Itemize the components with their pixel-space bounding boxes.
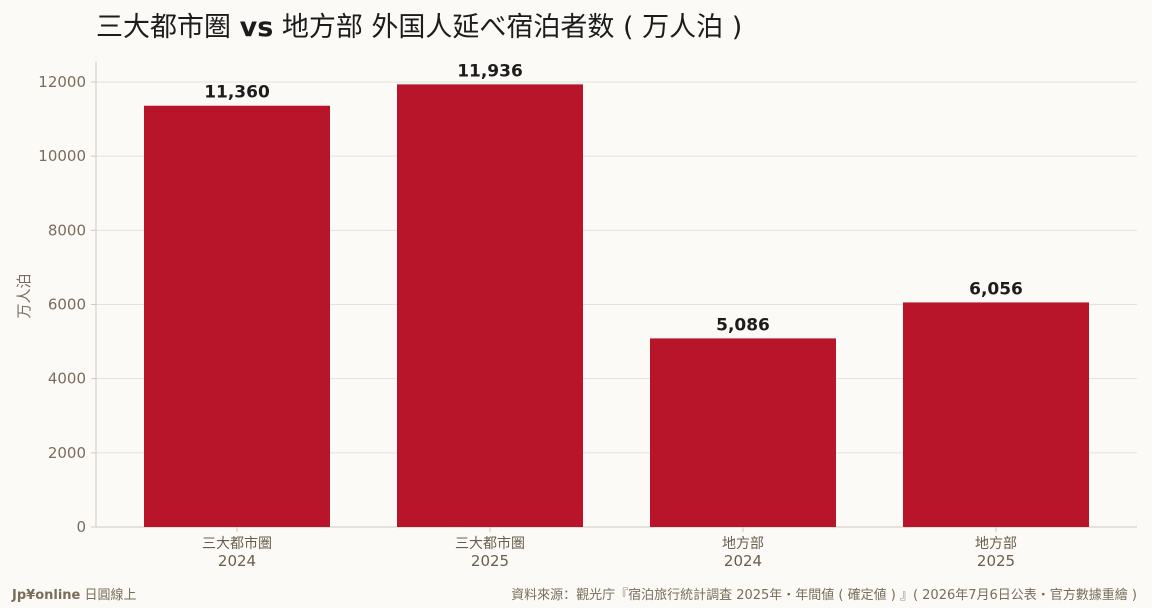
value-label: 5,086 [716,315,770,335]
bar [903,302,1089,527]
y-tick-label: 6000 [48,296,86,314]
title-part1: 三大都市圏 [96,12,240,43]
value-label: 11,936 [457,61,523,81]
x-category-label: 三大都市圏 [455,535,525,552]
bar [650,338,836,527]
y-axis-label: 万人泊 [15,273,33,318]
bars [144,84,1089,527]
x-year-label: 2024 [218,552,256,570]
bar-labels: 11,360三大都市圏202411,936三大都市圏20255,086地方部20… [202,61,1023,570]
y-tick-label: 0 [76,518,86,536]
chart-title: 三大都市圏 vs 地方部 外国人延べ宿泊者数 ( 万人泊 ) [96,12,742,43]
value-label: 11,360 [204,83,270,103]
bar [397,84,583,527]
x-year-label: 2025 [471,552,509,570]
value-label: 6,056 [969,279,1023,299]
x-category-label: 三大都市圏 [202,535,272,552]
x-category-label: 地方部 [722,536,764,552]
bar [144,105,330,527]
y-tick-label: 4000 [48,370,86,388]
y-tick-label: 10000 [38,147,86,165]
title-part2: 地方部 外国人延べ宿泊者数 ( 万人泊 ) [273,12,742,43]
title-vs: vs [240,12,274,43]
x-category-label: 地方部 [975,536,1017,552]
brand-subtitle: 日圓線上 [80,587,136,603]
y-tick-label: 8000 [48,221,86,239]
x-year-label: 2025 [977,552,1015,570]
y-tick-label: 2000 [48,444,86,462]
footer-brand: Jp¥online 日圓線上 [11,587,137,603]
y-axis-ticks: 0 2000 4000 6000 8000 10000 12000 [38,73,96,536]
brand-name: Jp¥online [11,588,81,603]
x-year-label: 2024 [724,552,762,570]
footer-source: 資料來源：觀光庁『宿泊旅行統計調査 2025年・年間値 ( 確定値 ) 』( 2… [511,587,1137,603]
y-tick-label: 12000 [38,73,86,91]
